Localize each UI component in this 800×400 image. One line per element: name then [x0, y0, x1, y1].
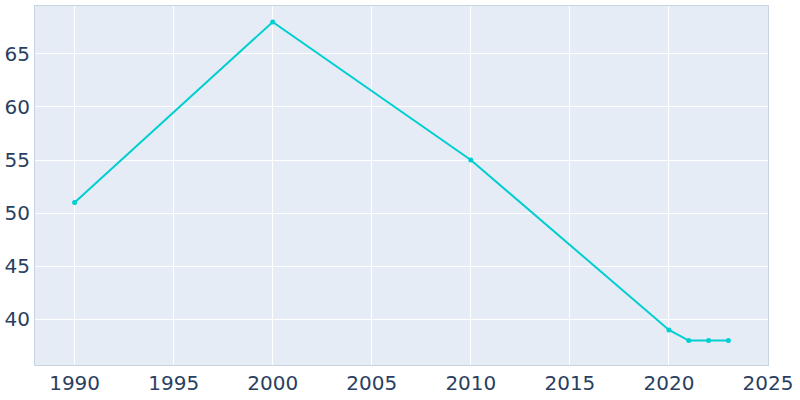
- svg-text:2010: 2010: [445, 371, 496, 395]
- svg-text:1995: 1995: [148, 371, 199, 395]
- svg-text:65: 65: [5, 42, 30, 66]
- svg-text:45: 45: [5, 254, 30, 278]
- svg-text:60: 60: [5, 95, 30, 119]
- svg-text:2025: 2025: [743, 371, 794, 395]
- svg-text:2005: 2005: [346, 371, 397, 395]
- svg-text:2015: 2015: [544, 371, 595, 395]
- svg-text:50: 50: [5, 201, 30, 225]
- svg-text:40: 40: [5, 307, 30, 331]
- svg-text:1990: 1990: [49, 371, 100, 395]
- svg-text:55: 55: [5, 148, 30, 172]
- svg-text:2020: 2020: [643, 371, 694, 395]
- svg-text:2000: 2000: [247, 371, 298, 395]
